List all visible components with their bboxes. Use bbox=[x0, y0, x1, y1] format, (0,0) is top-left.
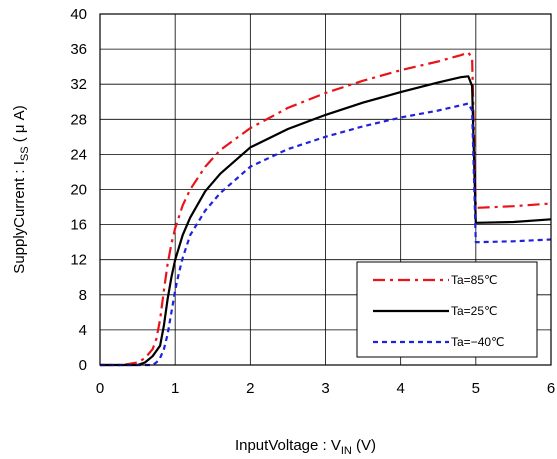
x-tick-label: 0 bbox=[96, 380, 104, 397]
series-line bbox=[100, 102, 552, 367]
x-tick-label: 2 bbox=[246, 380, 254, 397]
legend-label: Ta=25℃ bbox=[451, 304, 498, 318]
plot-frame bbox=[99, 13, 552, 366]
y-tick-label: 0 bbox=[79, 357, 87, 374]
x-tick-label: 3 bbox=[321, 380, 329, 397]
x-tick-labels: 0 1 2 3 4 5 6 bbox=[96, 380, 555, 397]
series-line bbox=[100, 75, 552, 367]
y-tick-label: 12 bbox=[70, 252, 87, 269]
x-axis-label: InputVoltage : VIN (V) bbox=[235, 437, 376, 457]
x-axis-label-sub: IN bbox=[341, 445, 352, 457]
y-tick-label: 20 bbox=[70, 182, 87, 199]
x-tick-label: 1 bbox=[171, 380, 179, 397]
legend: Ta=85℃ Ta=25℃ Ta=−40℃ bbox=[356, 261, 538, 358]
x-tick-label: 6 bbox=[547, 380, 555, 397]
y-tick-label: 4 bbox=[79, 322, 87, 339]
y-tick-label: 16 bbox=[70, 217, 87, 234]
x-axis-label-main: InputVoltage : V bbox=[235, 437, 341, 454]
legend-label: Ta=−40℃ bbox=[451, 335, 505, 349]
y-tick-label: 40 bbox=[70, 6, 87, 23]
y-tick-label: 8 bbox=[79, 287, 87, 304]
x-tick-label: 4 bbox=[396, 380, 404, 397]
series-line bbox=[100, 51, 552, 367]
legend-label: Ta=85℃ bbox=[451, 273, 498, 287]
x-axis-label-unit: (V) bbox=[352, 437, 376, 454]
y-tick-label: 28 bbox=[70, 111, 87, 128]
x-tick-label: 5 bbox=[472, 380, 480, 397]
y-tick-labels: 0 4 8 12 16 20 24 28 32 36 40 bbox=[70, 6, 87, 374]
y-axis-label-main: SupplyCurrent : I bbox=[11, 161, 28, 274]
y-tick-label: 24 bbox=[70, 146, 87, 163]
data-series bbox=[100, 51, 552, 367]
y-axis-label-sub: SS bbox=[19, 146, 31, 161]
y-axis-label: SupplyCurrent : ISS ( μ A) bbox=[11, 105, 31, 273]
y-axis-label-unit: ( μ A) bbox=[11, 105, 28, 146]
y-tick-label: 32 bbox=[70, 76, 87, 93]
y-tick-label: 36 bbox=[70, 41, 87, 58]
